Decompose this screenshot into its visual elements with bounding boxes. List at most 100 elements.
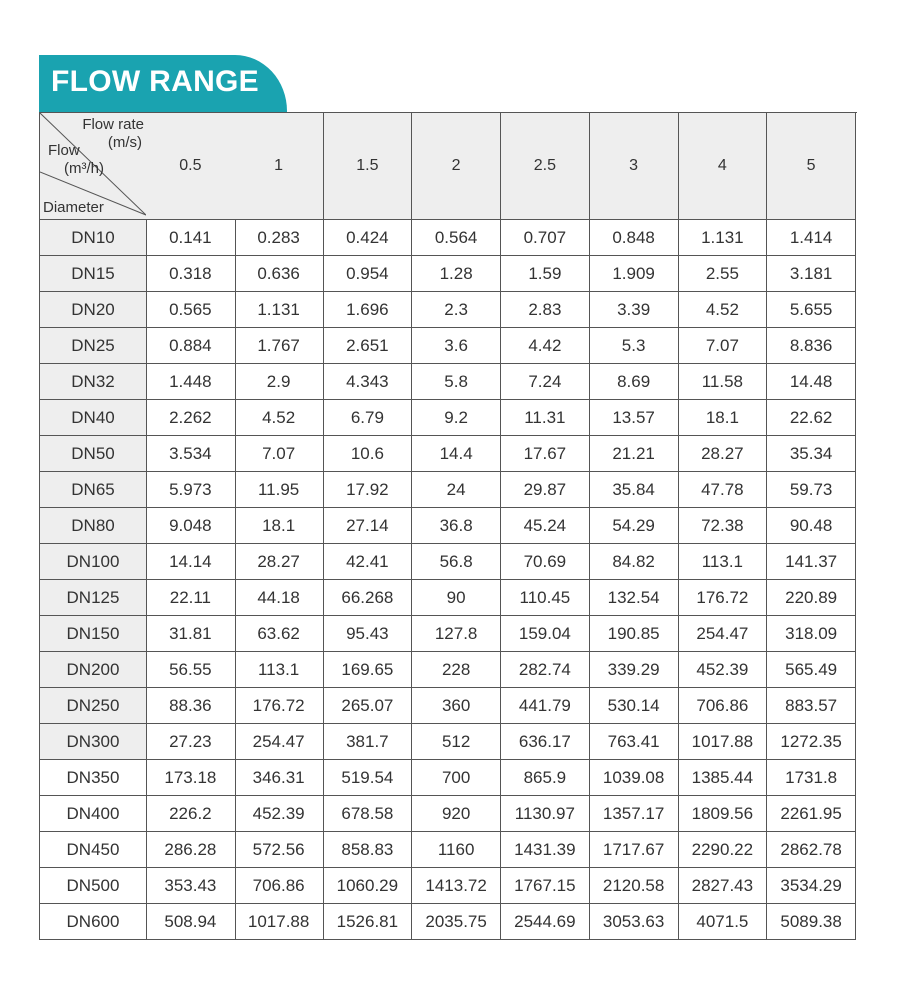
value-cell: 1130.97 [501,796,590,832]
value-cell: 0.424 [323,220,413,256]
value-cell: 66.268 [323,580,413,616]
value-cell: 2.262 [146,400,236,436]
value-cell: 1.131 [234,292,324,328]
value-cell: 1272.35 [767,724,856,760]
value-cell: 132.54 [589,580,679,616]
row-label: DN200 [40,652,147,688]
value-cell: 18.1 [234,508,324,544]
value-cell: 441.79 [501,688,590,724]
value-cell: 9.048 [146,508,236,544]
column-header: 1 [234,113,324,220]
value-cell: 17.67 [501,436,590,472]
value-cell: 8.836 [767,328,856,364]
value-cell: 176.72 [234,688,324,724]
value-cell: 1385.44 [678,760,768,796]
column-header: 2.5 [501,113,590,220]
value-cell: 84.82 [589,544,679,580]
title: FLOW RANGE [51,65,259,98]
value-cell: 883.57 [767,688,856,724]
value-cell: 28.27 [234,544,324,580]
value-cell: 1413.72 [412,868,501,904]
value-cell: 0.564 [412,220,501,256]
row-label: DN40 [40,400,147,436]
value-cell: 0.707 [501,220,590,256]
value-cell: 565.49 [767,652,856,688]
value-cell: 678.58 [323,796,413,832]
value-cell: 1.131 [678,220,768,256]
corner-label: Diameter [43,199,104,216]
corner-diagonals [40,113,147,216]
value-cell: 21.21 [589,436,679,472]
value-cell: 1017.88 [234,904,324,940]
value-cell: 14.14 [146,544,236,580]
value-cell: 4071.5 [678,904,768,940]
row-label: DN125 [40,580,147,616]
value-cell: 2.9 [234,364,324,400]
value-cell: 0.318 [146,256,236,292]
value-cell: 169.65 [323,652,413,688]
value-cell: 700 [412,760,501,796]
value-cell: 2.3 [412,292,501,328]
value-cell: 254.47 [234,724,324,760]
column-header: 2 [412,113,501,220]
row-label: DN80 [40,508,147,544]
row-label: DN20 [40,292,147,328]
value-cell: 13.57 [589,400,679,436]
value-cell: 3534.29 [767,868,856,904]
value-cell: 920 [412,796,501,832]
corner-label: (m³/h) [64,160,104,177]
value-cell: 0.565 [146,292,236,328]
value-cell: 353.43 [146,868,236,904]
value-cell: 10.6 [323,436,413,472]
value-cell: 1.448 [146,364,236,400]
value-cell: 11.95 [234,472,324,508]
value-cell: 2261.95 [767,796,856,832]
column-header: 5 [767,113,856,220]
value-cell: 706.86 [234,868,324,904]
value-cell: 56.55 [146,652,236,688]
value-cell: 8.69 [589,364,679,400]
value-cell: 1017.88 [678,724,768,760]
row-label: DN15 [40,256,147,292]
value-cell: 27.14 [323,508,413,544]
value-cell: 90.48 [767,508,856,544]
value-cell: 47.78 [678,472,768,508]
value-cell: 29.87 [501,472,590,508]
value-cell: 0.636 [234,256,324,292]
value-cell: 14.48 [767,364,856,400]
row-label: DN400 [40,796,147,832]
value-cell: 44.18 [234,580,324,616]
value-cell: 226.2 [146,796,236,832]
value-cell: 0.141 [146,220,236,256]
value-cell: 173.18 [146,760,236,796]
value-cell: 70.69 [501,544,590,580]
value-cell: 42.41 [323,544,413,580]
value-cell: 1526.81 [323,904,413,940]
value-cell: 113.1 [234,652,324,688]
value-cell: 763.41 [589,724,679,760]
value-cell: 858.83 [323,832,413,868]
value-cell: 1060.29 [323,868,413,904]
column-header: 3 [589,113,679,220]
value-cell: 3.534 [146,436,236,472]
row-label: DN150 [40,616,147,652]
value-cell: 9.2 [412,400,501,436]
value-cell: 110.45 [501,580,590,616]
corner-cell: Flow rate (m/s) Flow (m³/h) Diameter [40,113,147,220]
value-cell: 1767.15 [501,868,590,904]
value-cell: 318.09 [767,616,856,652]
row-label: DN65 [40,472,147,508]
corner-label: Flow [48,142,80,159]
value-cell: 4.52 [678,292,768,328]
value-cell: 7.07 [678,328,768,364]
row-label: DN350 [40,760,147,796]
value-cell: 5.655 [767,292,856,328]
value-cell: 2.83 [501,292,590,328]
value-cell: 18.1 [678,400,768,436]
value-cell: 1.28 [412,256,501,292]
value-cell: 228 [412,652,501,688]
column-header: 0.5 [146,113,236,220]
value-cell: 1039.08 [589,760,679,796]
value-cell: 452.39 [234,796,324,832]
